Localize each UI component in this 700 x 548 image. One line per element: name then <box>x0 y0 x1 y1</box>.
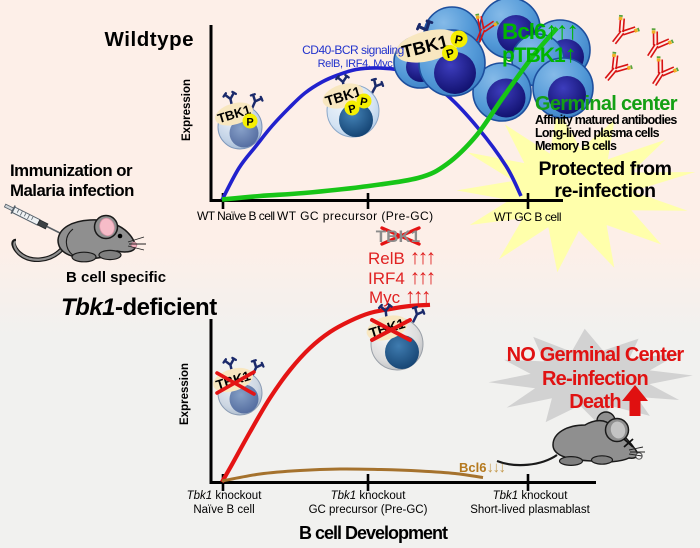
svg-text:P: P <box>445 46 456 62</box>
svg-text:P: P <box>246 117 253 129</box>
svg-text:P: P <box>359 96 368 109</box>
svg-text:P: P <box>453 32 464 47</box>
svg-text:P: P <box>347 103 357 116</box>
